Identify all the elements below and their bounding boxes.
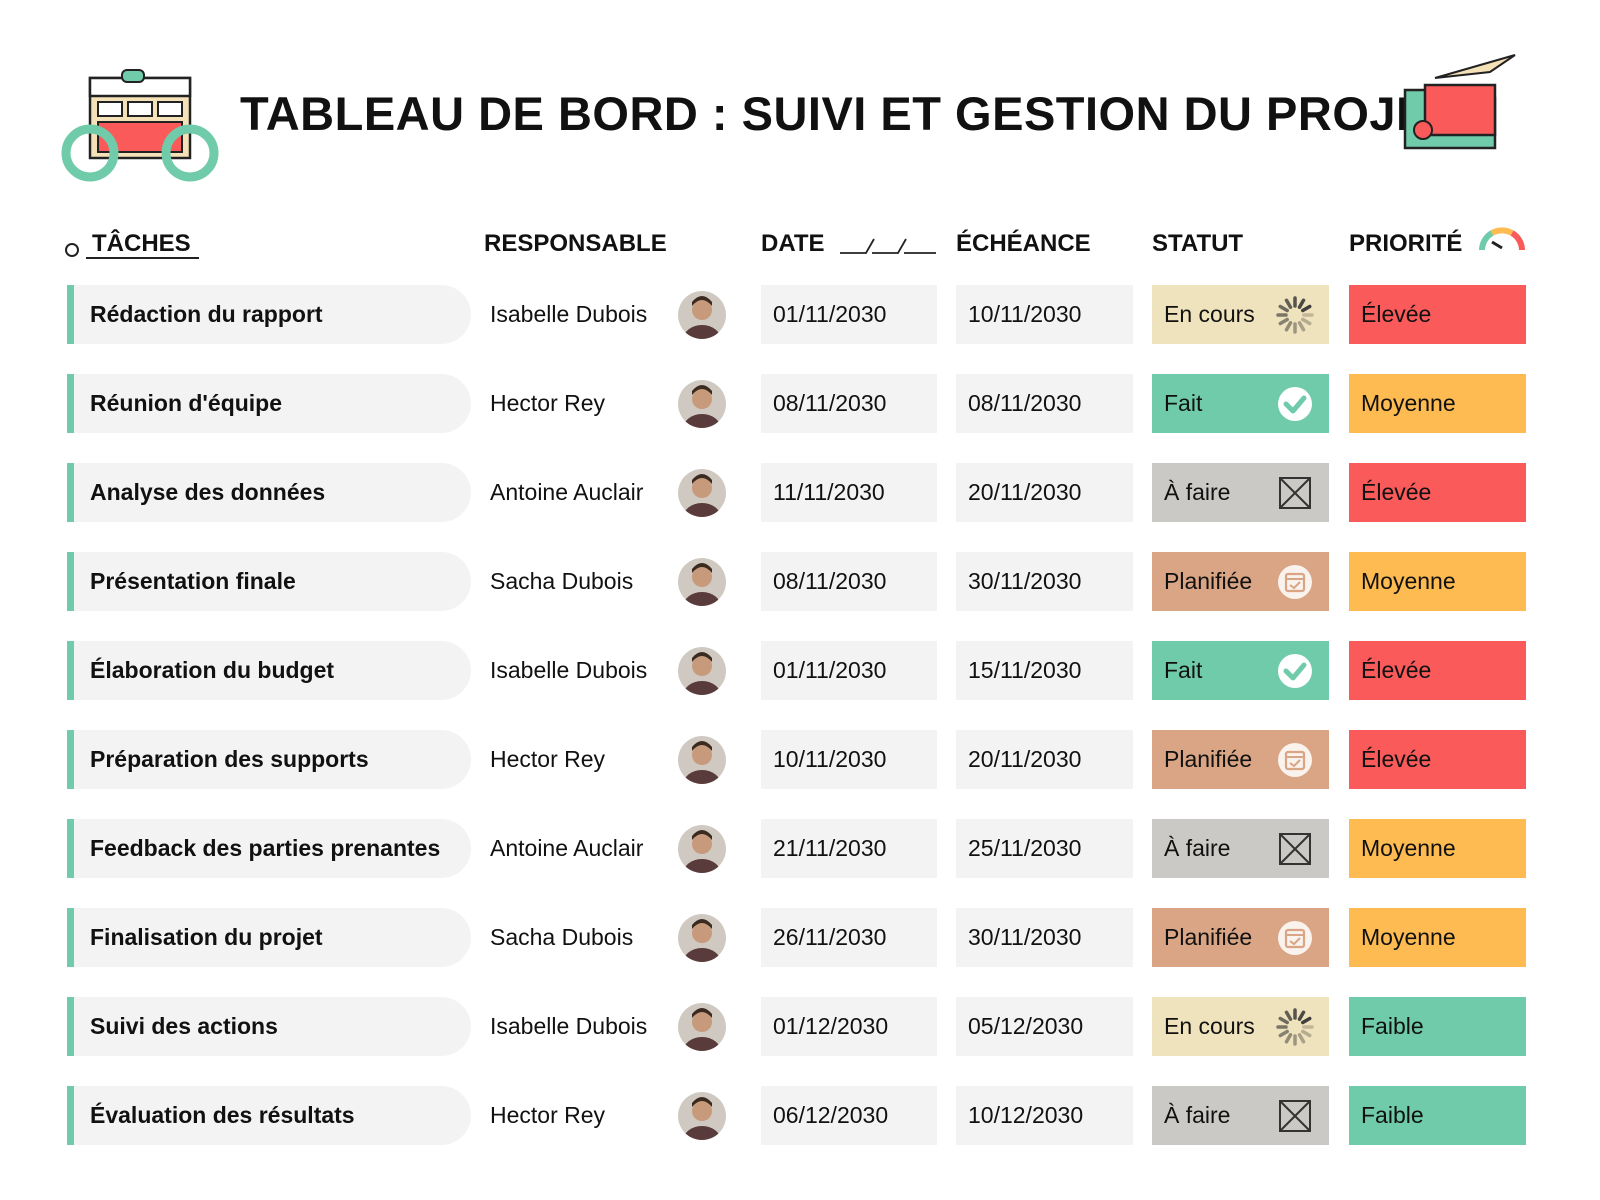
priority-cell: Élevée	[1349, 641, 1526, 700]
gauge-icon	[1479, 227, 1525, 251]
avatar	[678, 558, 726, 606]
avatar	[678, 1003, 726, 1051]
due-cell: 30/11/2030	[956, 908, 1133, 967]
due-cell: 20/11/2030	[956, 730, 1133, 789]
status-icon	[1278, 654, 1312, 688]
priority-cell: Moyenne	[1349, 819, 1526, 878]
due-cell: 10/11/2030	[956, 285, 1133, 344]
task-cell: Feedback des parties prenantes	[67, 819, 471, 878]
owner-cell: Sacha Dubois	[490, 924, 634, 950]
status-icon	[1278, 565, 1312, 599]
task-cell: Analyse des données	[67, 463, 471, 522]
date-cell: 08/11/2030	[761, 552, 937, 611]
owner-cell: Isabelle Dubois	[490, 301, 648, 327]
date-cell: 10/11/2030	[761, 730, 937, 789]
avatar	[678, 914, 726, 962]
column-header: DATE	[761, 230, 825, 257]
priority-cell: Élevée	[1349, 730, 1526, 789]
avatar	[678, 647, 726, 695]
task-cell: Rédaction du rapport	[67, 285, 471, 344]
avatar	[678, 736, 726, 784]
owner-cell: Sacha Dubois	[490, 568, 634, 594]
due-cell: 10/12/2030	[956, 1086, 1133, 1145]
date-cell: 08/11/2030	[761, 374, 937, 433]
column-header: ÉCHÉANCE	[956, 230, 1091, 257]
priority-cell: Faible	[1349, 997, 1526, 1056]
title: TABLEAU DE BORD : SUIVI ET GESTION DU PR…	[240, 87, 1458, 140]
due-cell: 05/12/2030	[956, 997, 1133, 1056]
priority-cell: Moyenne	[1349, 374, 1526, 433]
owner-cell: Isabelle Dubois	[490, 1013, 648, 1039]
date-cell: 26/11/2030	[761, 908, 937, 967]
status-cell: En cours	[1152, 997, 1329, 1056]
task-cell: Évaluation des résultats	[67, 1086, 471, 1145]
column-header: RESPONSABLE	[484, 230, 667, 257]
date-cell: 11/11/2030	[761, 463, 937, 522]
priority-cell: Moyenne	[1349, 908, 1526, 967]
status-cell: En cours	[1152, 285, 1329, 344]
due-cell: 08/11/2030	[956, 374, 1133, 433]
status-cell: Planifiée	[1152, 908, 1329, 967]
status-cell: À faire	[1152, 463, 1329, 522]
status-icon	[1276, 1008, 1314, 1046]
avatar	[678, 291, 726, 339]
priority-cell: Élevée	[1349, 463, 1526, 522]
column-header: TÂCHES	[92, 230, 191, 257]
task-cell: Élaboration du budget	[67, 641, 471, 700]
status-icon	[1278, 387, 1312, 421]
status-icon	[1278, 743, 1312, 777]
header-deco	[65, 243, 199, 259]
due-cell: 25/11/2030	[956, 819, 1133, 878]
task-cell: Finalisation du projet	[67, 908, 471, 967]
date-cell: 01/11/2030	[761, 285, 937, 344]
avatar	[678, 1092, 726, 1140]
column-header: PRIORITÉ	[1349, 230, 1463, 257]
status-icon	[1279, 1100, 1311, 1132]
avatar	[678, 469, 726, 517]
owner-cell: Isabelle Dubois	[490, 657, 648, 683]
date-deco	[840, 238, 936, 254]
date-cell: 06/12/2030	[761, 1086, 937, 1145]
status-icon	[1279, 833, 1311, 865]
owner-cell: Hector Rey	[490, 746, 606, 772]
status-icon	[1279, 477, 1311, 509]
column-header: STATUT	[1152, 230, 1244, 257]
task-cell: Présentation finale	[67, 552, 471, 611]
avatar	[678, 825, 726, 873]
date-cell: 01/11/2030	[761, 641, 937, 700]
due-cell: 30/11/2030	[956, 552, 1133, 611]
task-cell: Suivi des actions	[67, 997, 471, 1056]
owner-cell: Antoine Auclair	[490, 479, 644, 505]
browser-illustration	[61, 69, 219, 182]
folder-illustration	[1403, 54, 1516, 150]
priority-cell: Faible	[1349, 1086, 1526, 1145]
status-cell: À faire	[1152, 819, 1329, 878]
due-cell: 20/11/2030	[956, 463, 1133, 522]
owner-cell: Antoine Auclair	[490, 835, 644, 861]
due-cell: 15/11/2030	[956, 641, 1133, 700]
owner-cell: Hector Rey	[490, 1102, 606, 1128]
status-icon	[1278, 921, 1312, 955]
status-icon	[1276, 296, 1314, 334]
task-cell: Réunion d'équipe	[67, 374, 471, 433]
priority-cell: Moyenne	[1349, 552, 1526, 611]
avatar	[678, 380, 726, 428]
task-cell: Préparation des supports	[67, 730, 471, 789]
owner-cell: Hector Rey	[490, 390, 606, 416]
date-cell: 01/12/2030	[761, 997, 937, 1056]
priority-cell: Élevée	[1349, 285, 1526, 344]
status-cell: À faire	[1152, 1086, 1329, 1145]
date-cell: 21/11/2030	[761, 819, 937, 878]
